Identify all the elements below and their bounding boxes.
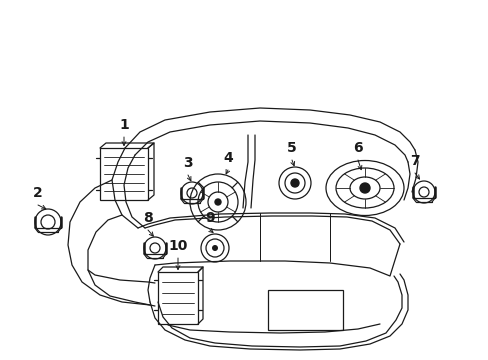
Bar (158, 272, 198, 324)
Text: 10: 10 (168, 239, 187, 253)
Text: 2: 2 (33, 186, 43, 200)
Bar (267, 290, 342, 330)
Bar (100, 148, 148, 200)
Text: 9: 9 (205, 211, 214, 225)
Text: 3: 3 (183, 156, 192, 170)
Text: 6: 6 (352, 141, 362, 155)
Text: 7: 7 (409, 154, 419, 168)
Circle shape (215, 199, 221, 205)
Text: 1: 1 (119, 118, 129, 132)
Text: 5: 5 (286, 141, 296, 155)
Text: 8: 8 (143, 211, 153, 225)
Circle shape (212, 245, 218, 251)
Circle shape (359, 183, 369, 193)
Circle shape (290, 179, 298, 187)
Text: 4: 4 (223, 151, 232, 165)
